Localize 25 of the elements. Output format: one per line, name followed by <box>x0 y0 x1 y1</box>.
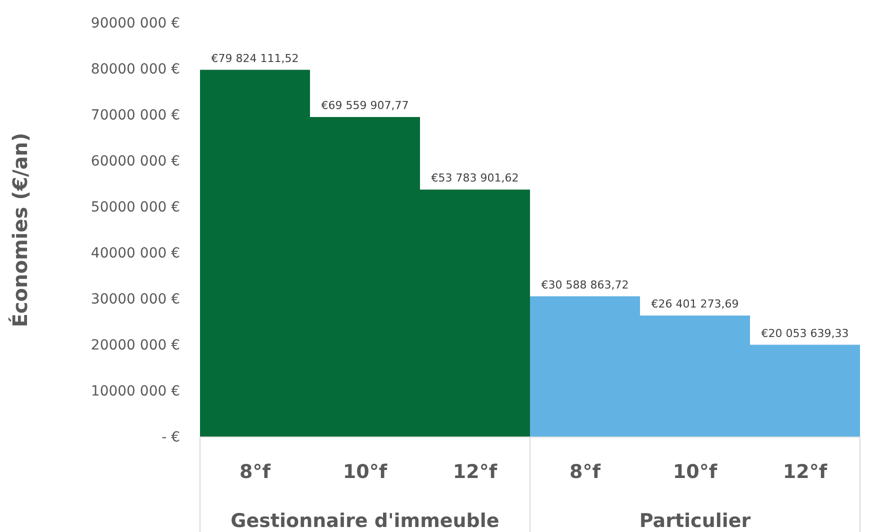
y-tick-label: 20000 000 € <box>90 337 180 354</box>
x-tick-label: 10°f <box>672 461 718 483</box>
y-tick-label: 40000 000 € <box>90 245 180 262</box>
y-axis-title: Économies (€/an) <box>8 132 32 328</box>
x-tick-label: 10°f <box>342 461 388 483</box>
x-tick-label: 8°f <box>240 461 272 483</box>
y-tick-label: 10000 000 € <box>90 383 180 400</box>
text: Gestionnaire d'immeuble <box>230 510 500 532</box>
y-tick-label: 70000 000 € <box>90 107 180 124</box>
y-tick-label: 50000 000 € <box>90 199 180 216</box>
data-label: €20 053 639,33 <box>761 326 849 340</box>
y-tick-label: 60000 000 € <box>90 153 180 170</box>
x-tick-label: 8°f <box>570 461 602 483</box>
text: Particulier <box>639 510 752 532</box>
data-label: €26 401 273,69 <box>651 298 739 311</box>
y-tick-label: 80000 000 € <box>90 61 180 78</box>
data-label: €53 783 901,62 <box>431 172 519 185</box>
y-tick-label: 90000 000 € <box>90 15 180 32</box>
data-label: €30 588 863,72 <box>541 278 629 292</box>
y-tick-label: - € <box>162 429 180 446</box>
data-label: €79 824 111,52 <box>211 52 299 65</box>
y-tick-label: 30000 000 € <box>90 291 180 308</box>
x-tick-label: 12°f <box>782 461 828 483</box>
data-label: €69 559 907,77 <box>321 99 409 112</box>
x-tick-label: 12°f <box>452 461 498 483</box>
